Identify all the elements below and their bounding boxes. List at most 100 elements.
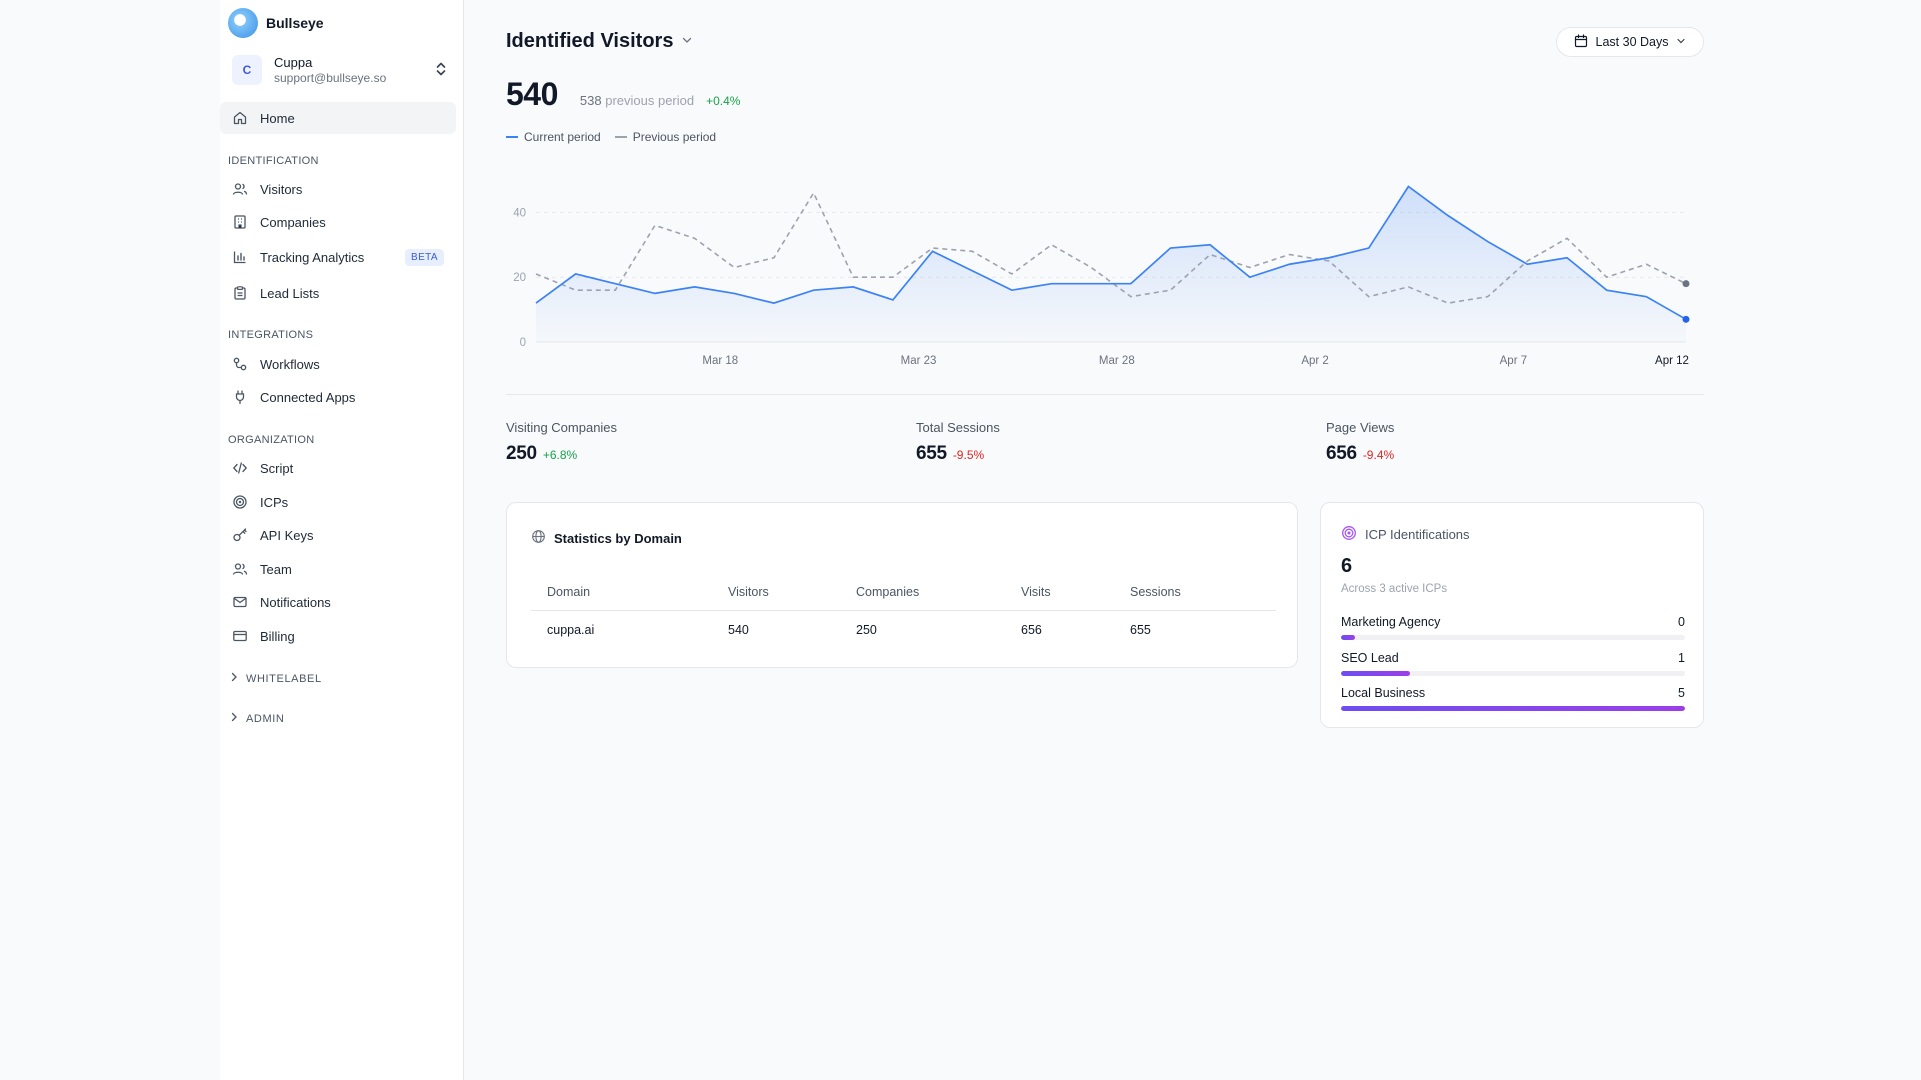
icp-label: Marketing Agency <box>1341 615 1441 629</box>
stat-value: 655 <box>916 443 947 464</box>
sidebar: Bullseye C Cuppa support@bullseye.so Hom… <box>220 0 464 1080</box>
icp-card: ICP Identifications 6 Across 3 active IC… <box>1320 502 1704 728</box>
stat-label: Visiting Companies <box>506 420 618 435</box>
icp-row-marketing-agency: Marketing Agency 0 <box>1341 615 1685 640</box>
sidebar-item-label: Team <box>260 561 292 577</box>
section-organization: ORGANIZATION <box>228 434 315 446</box>
column-header[interactable]: Sessions <box>1130 584 1181 599</box>
mail-icon <box>232 594 248 610</box>
cell-sessions: 655 <box>1130 623 1151 637</box>
chevron-right-icon <box>230 672 238 685</box>
date-range-label: Last 30 Days <box>1595 35 1669 49</box>
brand[interactable]: Bullseye <box>228 8 324 38</box>
icp-label: SEO Lead <box>1341 651 1399 665</box>
sidebar-item-label: Home <box>260 110 295 126</box>
column-header[interactable]: Visits <box>1021 584 1051 599</box>
sidebar-item-billing[interactable]: Billing <box>220 620 456 652</box>
bar-chart-icon <box>232 249 248 265</box>
sidebar-group-label: ADMIN <box>246 712 285 725</box>
legend-label: Current period <box>524 130 601 144</box>
card-title-text: Statistics by Domain <box>554 530 682 546</box>
bullseye-logo-icon <box>228 8 258 38</box>
icp-row-seo-lead: SEO Lead 1 <box>1341 651 1685 676</box>
divider <box>506 394 1704 395</box>
sidebar-item-visitors[interactable]: Visitors <box>220 173 456 205</box>
sidebar-item-lead-lists[interactable]: Lead Lists <box>220 277 456 309</box>
legend-current: Current period <box>506 130 601 144</box>
column-header[interactable]: Domain <box>547 584 591 599</box>
domain-table: Domain Visitors Companies Visits Session… <box>531 573 1276 649</box>
sidebar-item-label: Tracking Analytics <box>260 249 365 265</box>
sidebar-item-icps[interactable]: ICPs <box>220 486 456 518</box>
key-icon <box>232 527 248 543</box>
target-icon <box>232 494 248 510</box>
icp-progress-track <box>1341 671 1685 676</box>
sidebar-group-whitelabel[interactable]: WHITELABEL <box>230 672 322 685</box>
credit-card-icon <box>232 628 248 644</box>
icp-progress-fill <box>1341 706 1685 711</box>
sidebar-item-api-keys[interactable]: API Keys <box>220 519 456 551</box>
sidebar-item-label: Workflows <box>260 356 320 372</box>
globe-icon <box>531 529 546 547</box>
sidebar-group-admin[interactable]: ADMIN <box>230 712 284 725</box>
table-header: Domain Visitors Companies Visits Session… <box>531 573 1276 611</box>
stat-total-sessions: Total Sessions 655 -9.5% <box>916 420 1000 465</box>
sidebar-item-workflows[interactable]: Workflows <box>220 348 456 380</box>
sidebar-item-connected-apps[interactable]: Connected Apps <box>220 381 456 413</box>
stat-visiting-companies: Visiting Companies 250 +6.8% <box>506 420 617 465</box>
chevrons-up-down-icon <box>434 61 448 80</box>
sidebar-group-label: WHITELABEL <box>246 672 322 685</box>
stat-value: 656 <box>1326 443 1357 464</box>
sidebar-item-notifications[interactable]: Notifications <box>220 586 456 618</box>
workflow-icon <box>232 356 248 372</box>
chart-legend: Current period Previous period <box>506 130 716 144</box>
icp-value: 5 <box>1678 686 1685 700</box>
summary-row: 540 538 previous period +0.4% <box>506 76 740 113</box>
current-end-point <box>1682 315 1690 323</box>
sidebar-item-home[interactable]: Home <box>220 102 456 134</box>
table-row[interactable]: cuppa.ai 540 250 656 655 <box>531 611 1276 649</box>
icp-value: 1 <box>1678 651 1685 665</box>
beta-badge: BETA <box>405 248 444 266</box>
date-range-button[interactable]: Last 30 Days <box>1556 27 1704 57</box>
sidebar-item-label: Billing <box>260 628 295 644</box>
sidebar-item-team[interactable]: Team <box>220 553 456 585</box>
card-title: Statistics by Domain <box>531 529 682 547</box>
sidebar-item-script[interactable]: Script <box>220 452 456 484</box>
stat-change: -9.4% <box>1362 448 1395 462</box>
cell-visitors: 540 <box>728 623 749 637</box>
org-switcher[interactable]: C Cuppa support@bullseye.so <box>232 50 454 90</box>
brand-name: Bullseye <box>266 15 324 31</box>
sidebar-item-label: Companies <box>260 214 326 230</box>
icp-count: 6 <box>1341 555 1353 577</box>
previous-value: 538 <box>579 93 602 108</box>
org-name: Cuppa <box>274 55 313 70</box>
column-header[interactable]: Companies <box>856 584 920 599</box>
icp-progress-fill <box>1341 671 1410 676</box>
summary-change: +0.4% <box>706 94 741 108</box>
section-identification: IDENTIFICATION <box>228 155 319 167</box>
previous-end-point <box>1682 280 1690 288</box>
org-avatar: C <box>232 55 262 85</box>
main-content: Identified Visitors Last 30 Days 540 538… <box>506 0 1706 1080</box>
icp-progress-track <box>1341 706 1685 711</box>
home-icon <box>232 110 248 126</box>
sidebar-item-tracking-analytics[interactable]: Tracking Analytics BETA <box>220 241 456 273</box>
sidebar-item-companies[interactable]: Companies <box>220 206 456 238</box>
sidebar-item-label: Visitors <box>260 181 303 197</box>
title-dropdown[interactable]: Identified Visitors <box>506 30 693 53</box>
sidebar-item-label: Notifications <box>260 594 331 610</box>
x-tick-label: Apr 12 <box>1655 355 1689 367</box>
cell-visits: 656 <box>1021 623 1042 637</box>
stat-label: Page Views <box>1326 420 1395 435</box>
icp-row-local-business: Local Business 5 <box>1341 686 1685 711</box>
building-icon <box>232 214 248 230</box>
sidebar-item-label: Lead Lists <box>260 285 320 301</box>
x-tick-label: Mar 23 <box>901 355 937 367</box>
cell-domain: cuppa.ai <box>547 623 595 637</box>
column-header[interactable]: Visitors <box>728 584 769 599</box>
y-tick-label: 40 <box>513 207 526 219</box>
sidebar-item-label: Script <box>260 460 294 476</box>
y-tick-label: 0 <box>520 337 526 349</box>
previous-count: 538 previous period <box>580 93 694 108</box>
